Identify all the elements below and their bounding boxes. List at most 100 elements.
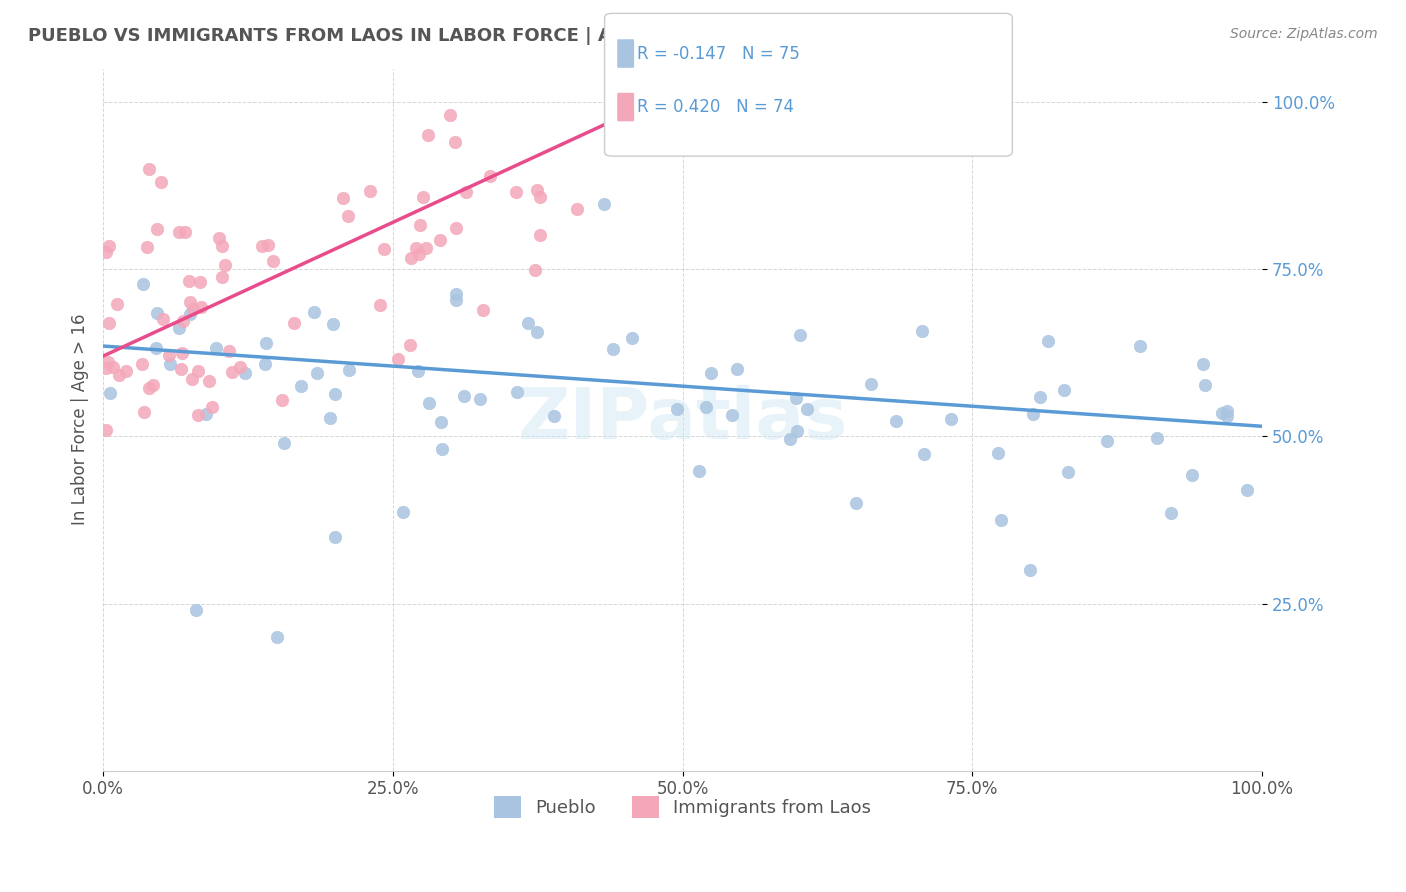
Point [138, 161, 160, 176]
Point [523, 263, 546, 277]
Point [181, 302, 204, 317]
Point [207, 230, 229, 244]
Point [987, 446, 1010, 460]
Point [1029, 391, 1052, 405]
Point [138, 381, 160, 395]
Point [221, 365, 243, 379]
Point [114, 364, 136, 378]
Point [1191, 357, 1213, 371]
Point [1056, 465, 1078, 479]
Point [190, 300, 212, 314]
Point [97, 238, 120, 252]
Point [725, 362, 748, 376]
Point [859, 377, 882, 392]
Point [505, 384, 527, 399]
Point [911, 324, 934, 338]
Point [565, 202, 588, 217]
Point [177, 274, 200, 288]
Point [132, 405, 155, 419]
Text: PUEBLO VS IMMIGRANTS FROM LAOS IN LABOR FORCE | AGE > 16 CORRELATION CHART: PUEBLO VS IMMIGRANTS FROM LAOS IN LABOR … [28, 27, 912, 45]
Point [1095, 434, 1118, 448]
Point [796, 402, 818, 417]
Point [430, 442, 453, 456]
Point [152, 311, 174, 326]
Point [456, 185, 478, 199]
Point [721, 409, 744, 423]
Point [418, 395, 440, 409]
Point [1019, 563, 1042, 577]
Point [167, 320, 190, 334]
Point [205, 341, 228, 355]
Point [201, 400, 224, 414]
Point [273, 435, 295, 450]
Point [336, 209, 359, 223]
Point [322, 317, 344, 331]
Point [789, 327, 811, 342]
Point [94, 423, 117, 437]
Point [444, 286, 467, 301]
Point [337, 363, 360, 377]
Point [141, 378, 163, 392]
Point [990, 513, 1012, 527]
Point [170, 346, 193, 360]
Point [159, 357, 181, 371]
Point [179, 307, 201, 321]
Text: Source: ZipAtlas.com: Source: ZipAtlas.com [1230, 27, 1378, 41]
Point [884, 414, 907, 428]
Point [439, 108, 461, 122]
Point [250, 239, 273, 253]
Point [98, 316, 121, 330]
Point [408, 247, 430, 261]
Point [785, 392, 807, 406]
Point [912, 447, 935, 461]
Point [105, 297, 128, 311]
Point [181, 371, 204, 385]
Point [1160, 506, 1182, 520]
Point [271, 392, 294, 407]
Point [471, 302, 494, 317]
Point [416, 128, 439, 143]
Point [387, 352, 409, 367]
Point [173, 225, 195, 239]
Point [188, 275, 211, 289]
Point [406, 364, 429, 378]
Point [323, 387, 346, 401]
Point [98, 385, 121, 400]
Point [443, 135, 465, 149]
Point [688, 464, 710, 478]
Point [323, 530, 346, 544]
Point [184, 603, 207, 617]
Point [96, 245, 118, 260]
Point [214, 258, 236, 272]
Point [1129, 339, 1152, 353]
Point [1181, 468, 1204, 483]
Point [666, 401, 689, 416]
Point [319, 411, 342, 425]
Point [845, 496, 868, 510]
Point [97, 355, 120, 369]
Point [167, 225, 190, 239]
Point [233, 366, 256, 380]
Point [405, 241, 427, 255]
Point [941, 412, 963, 426]
Point [415, 241, 437, 255]
Point [1194, 378, 1216, 392]
Point [700, 367, 723, 381]
Point [359, 185, 381, 199]
Text: ZIPatlas: ZIPatlas [517, 385, 848, 454]
Point [197, 374, 219, 388]
Point [1146, 431, 1168, 445]
Point [453, 388, 475, 402]
Point [779, 432, 801, 446]
Point [302, 305, 325, 319]
Point [368, 298, 391, 312]
Point [262, 254, 284, 268]
Point [526, 183, 548, 197]
Point [1022, 407, 1045, 421]
Point [332, 191, 354, 205]
Point [145, 341, 167, 355]
Point [526, 325, 548, 339]
Point [172, 313, 194, 327]
Point [211, 239, 233, 253]
Point [516, 316, 538, 330]
